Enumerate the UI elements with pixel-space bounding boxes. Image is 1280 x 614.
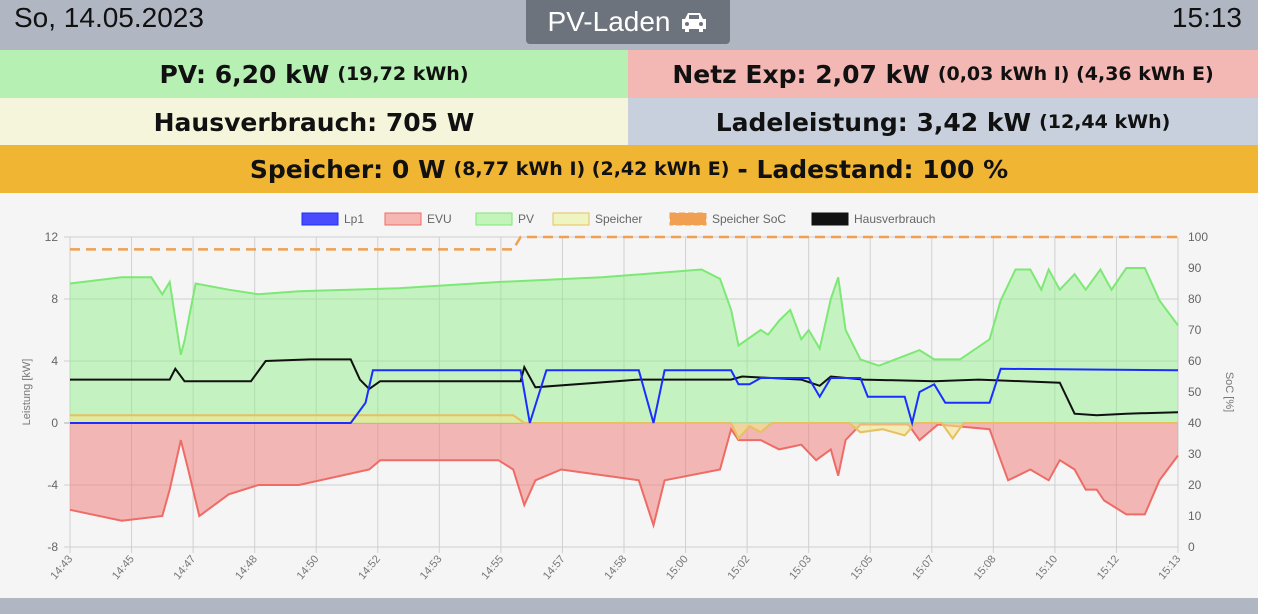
y2-tick-label: 30	[1188, 447, 1202, 461]
pv-energy: (19,72 kWh)	[337, 63, 469, 85]
x-tick-label: 15:07	[910, 553, 937, 582]
series-line-lp1	[70, 367, 1179, 427]
top-bar: So, 14.05.2023 PV-Laden 15:13	[0, 0, 1258, 50]
legend-swatch	[301, 212, 339, 226]
storage-power: Speicher: 0 W	[249, 154, 446, 184]
legend-label: Speicher	[595, 212, 642, 226]
x-tick-label: 15:13	[1156, 553, 1183, 582]
x-tick-label: 15:05	[849, 553, 876, 582]
house-power: Hausverbrauch: 705 W	[153, 107, 475, 137]
x-tick-label: 14:43	[48, 553, 75, 582]
car-icon	[681, 13, 706, 32]
x-tick-label: 14:52	[356, 553, 383, 582]
series-area-speicher	[70, 415, 1178, 439]
x-tick-label: 14:57	[541, 553, 568, 582]
house-tile: Hausverbrauch: 705 W	[0, 98, 628, 146]
y-tick-label: -4	[47, 478, 58, 492]
y2-tick-label: 60	[1188, 354, 1202, 368]
y2-tick-label: 100	[1188, 230, 1208, 244]
charge-energy: (12,44 kWh)	[1039, 111, 1171, 133]
y2-axis-title: SoC [%]	[1223, 372, 1235, 412]
x-tick-label: 15:10	[1033, 553, 1060, 582]
legend-swatch	[811, 212, 849, 226]
clock: 15:13	[1171, 2, 1242, 33]
x-tick-label: 15:08	[972, 553, 999, 582]
legend-swatch	[475, 212, 513, 226]
x-tick-label: 15:12	[1095, 553, 1122, 582]
grid-energy: (0,03 kWh I) (4,36 kWh E)	[937, 63, 1214, 85]
x-tick-label: 14:45	[110, 553, 137, 582]
series-line-speicher-soc	[70, 235, 1178, 251]
y-tick-label: 0	[51, 416, 58, 430]
y2-tick-label: 70	[1188, 323, 1202, 337]
series-area-pv	[70, 268, 1178, 423]
y2-tick-label: 40	[1188, 416, 1202, 430]
series-line-hausverbrauch	[70, 358, 1179, 417]
legend-label: Speicher SoC	[712, 212, 786, 226]
charge-power: Ladeleistung: 3,42 kW	[715, 107, 1032, 137]
y2-tick-label: 50	[1188, 385, 1202, 399]
legend-swatch	[384, 212, 422, 226]
x-tick-label: 15:02	[726, 553, 753, 582]
legend-swatch	[669, 212, 707, 226]
y2-tick-label: 20	[1188, 478, 1202, 492]
y-tick-label: 12	[45, 230, 59, 244]
grid-power: Netz Exp: 2,07 kW	[672, 59, 930, 89]
y-axis-title: Leistung [kW]	[21, 359, 33, 426]
charge-mode-button[interactable]: PV-Laden	[526, 0, 730, 44]
legend-label: Hausverbrauch	[854, 212, 935, 226]
y2-tick-label: 0	[1188, 540, 1195, 554]
y-tick-label: -8	[47, 540, 58, 554]
y2-tick-label: 90	[1188, 261, 1202, 275]
y2-tick-label: 80	[1188, 292, 1202, 306]
x-tick-label: 14:48	[233, 553, 260, 582]
series-line-evu	[69, 423, 1179, 529]
series-line-speicher	[70, 414, 1178, 441]
bottom-bar	[0, 598, 1258, 614]
pv-tile: PV: 6,20 kW (19,72 kWh)	[0, 50, 628, 98]
legend-swatch	[552, 212, 590, 226]
legend-label: Lp1	[344, 212, 364, 226]
x-tick-label: 14:58	[602, 553, 629, 582]
x-tick-label: 14:55	[479, 553, 506, 582]
series-line-pv	[69, 267, 1179, 367]
power-chart: 12 8 4 0 -4 -8 100 90 80 70 60 50 40 30 20 10 0 14:43 14:4…	[0, 193, 1258, 598]
charge-tile: Ladeleistung: 3,42 kW (12,44 kWh)	[628, 98, 1258, 146]
charge-mode-label: PV-Laden	[547, 6, 671, 37]
x-tick-label: 14:47	[172, 553, 199, 582]
storage-soc: - Ladestand: 100 %	[737, 154, 1009, 184]
x-tick-label: 14:50	[295, 553, 322, 582]
storage-tile: Speicher: 0 W (8,77 kWh I) (2,42 kWh E) - …	[0, 145, 1258, 193]
legend-label: PV	[518, 212, 534, 226]
y-tick-label: 4	[51, 354, 58, 368]
pv-power: PV: 6,20 kW	[159, 59, 330, 89]
date-label: So, 14.05.2023	[14, 2, 204, 33]
legend-label: EVU	[427, 212, 452, 226]
series-area-evu	[70, 423, 1178, 526]
grid-tile: Netz Exp: 2,07 kW (0,03 kWh I) (4,36 kWh …	[628, 50, 1258, 98]
storage-energy: (8,77 kWh I) (2,42 kWh E)	[453, 158, 730, 180]
y2-tick-label: 10	[1188, 509, 1202, 523]
x-tick-label: 15:03	[787, 553, 814, 582]
x-tick-label: 14:53	[418, 553, 445, 582]
x-tick-label: 15:00	[664, 553, 691, 582]
y-tick-label: 8	[51, 292, 58, 306]
